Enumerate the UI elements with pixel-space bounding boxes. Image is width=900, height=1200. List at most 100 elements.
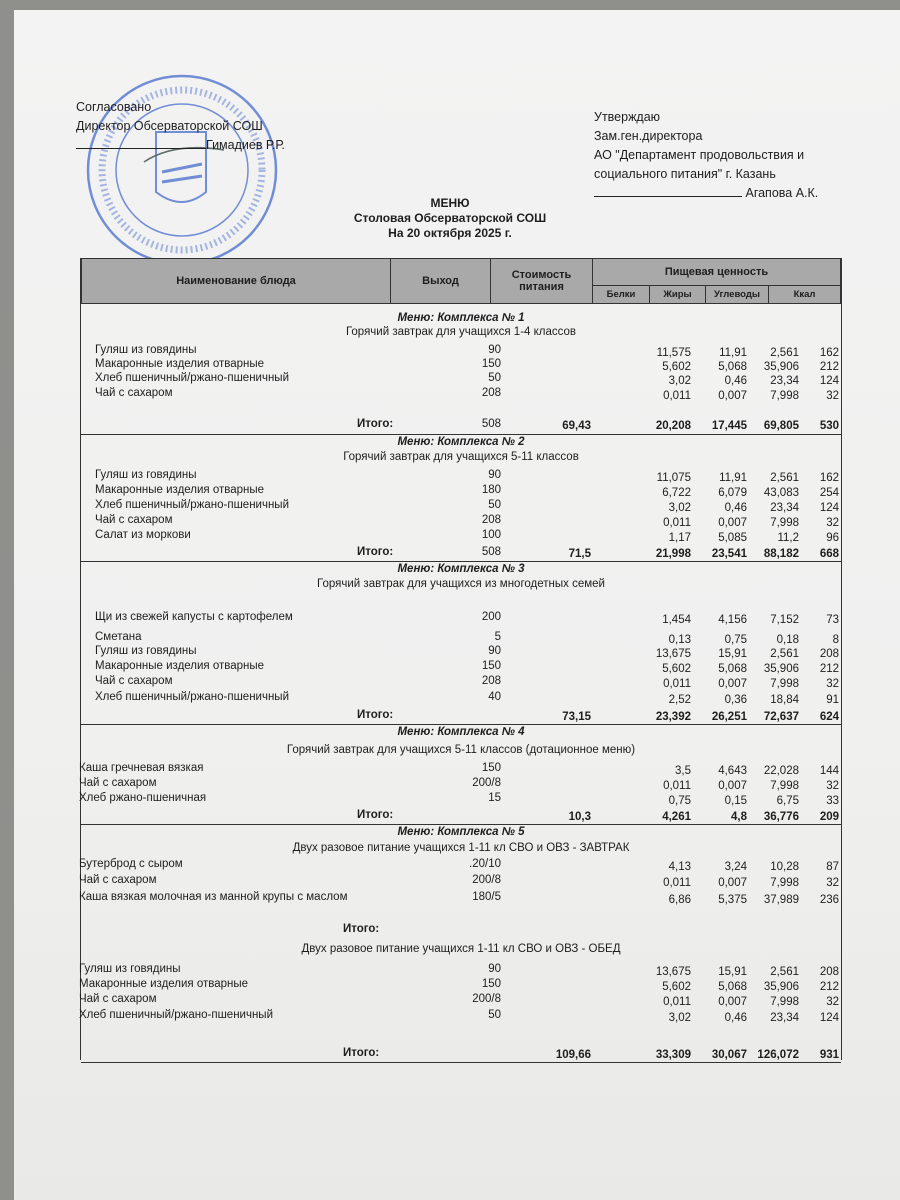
dish-protein: 0,011	[663, 996, 691, 1008]
total-kcal: 668	[819, 548, 839, 560]
section-divider	[81, 1062, 841, 1063]
dish-fat: 15,91	[718, 648, 747, 660]
section-subtitle: Горячий завтрак для учащихся 1-4 классов	[345, 326, 577, 338]
section-title: Меню: Комплекса № 5	[397, 826, 525, 838]
section-title: Меню: Комплекса № 3	[397, 563, 525, 575]
dish-name: Сметана	[95, 631, 142, 643]
dish-kcal: 32	[826, 877, 839, 889]
dish-kcal: 91	[826, 694, 839, 706]
dish-carbs: 23,34	[770, 502, 799, 514]
total-cost: 71,5	[568, 548, 591, 560]
dish-fat: 0,46	[724, 1012, 747, 1024]
dish-carbs: 35,906	[763, 981, 799, 993]
dish-carbs: 7,152	[770, 614, 799, 626]
dish-carbs: 37,989	[763, 894, 799, 906]
dish-yield: 200	[481, 611, 501, 623]
dish-name: Хлеб пшеничный/ржано-пшеничный	[95, 691, 289, 703]
dish-name: Хлеб пшеничный/ржано-пшеничный	[95, 499, 289, 511]
dish-protein: 11,075	[656, 472, 691, 484]
section-divider	[81, 561, 841, 562]
dish-yield: 180/5	[472, 891, 501, 903]
dish-name: Щи из свежей капусты с картофелем	[95, 611, 293, 623]
section-subtitle: Двух разовое питание учащихся 1-11 кл СВ…	[292, 842, 630, 854]
total-yield: 508	[481, 546, 501, 558]
dish-carbs: 22,028	[763, 765, 799, 777]
section-subtitle: Горячий завтрак для учащихся 5-11 классо…	[343, 451, 579, 463]
approval-right: Утверждаю Зам.ген.директора АО "Департам…	[594, 108, 818, 203]
approval-right-line1: Утверждаю	[594, 110, 661, 124]
total-label: Итого:	[357, 418, 394, 430]
dish-carbs: 2,561	[770, 347, 799, 359]
total-carbs: 88,182	[763, 548, 799, 560]
dish-carbs: 18,84	[770, 694, 799, 706]
dish-yield: 208	[481, 387, 501, 399]
total-protein: 4,261	[662, 811, 691, 823]
total-label: Итого:	[343, 1047, 380, 1059]
dish-kcal: 32	[826, 996, 839, 1008]
dish-fat: 0,36	[724, 694, 747, 706]
dish-name: Хлеб пшеничный/ржано-пшеничный	[79, 1009, 273, 1021]
dish-kcal: 212	[819, 361, 839, 373]
approval-right-signature-line: Агапова А.К.	[594, 184, 818, 203]
dish-name: Макаронные изделия отварные	[95, 660, 265, 672]
col-header-cost: Стоимость питания	[490, 258, 593, 304]
dish-name: Чай с сахаром	[95, 387, 173, 399]
dish-carbs: 23,34	[770, 375, 799, 387]
dish-yield: 90	[488, 344, 501, 356]
total-label: Итого:	[357, 709, 394, 721]
document-subtitle: Столовая Обсерваторской СОШ	[353, 211, 547, 225]
dish-protein: 0,011	[663, 390, 691, 402]
dish-protein: 0,011	[663, 780, 691, 792]
dish-protein: 2,52	[668, 694, 691, 706]
section-title: Меню: Комплекса № 2	[397, 436, 525, 448]
dish-carbs: 43,083	[763, 487, 799, 499]
dish-carbs: 35,906	[763, 663, 799, 675]
dish-protein: 4,13	[668, 861, 691, 873]
approval-left-line1: Согласовано	[76, 100, 152, 114]
section-subtitle: Горячий завтрак для учащихся из многодет…	[317, 578, 605, 590]
dish-protein: 0,13	[668, 634, 691, 646]
dish-protein: 11,575	[656, 347, 691, 359]
dish-name: Чай с сахаром	[95, 675, 173, 687]
dish-fat: 0,007	[718, 678, 747, 690]
dish-carbs: 6,75	[776, 795, 799, 807]
dish-name: Чай с сахаром	[79, 874, 157, 886]
dish-protein: 0,011	[663, 877, 691, 889]
total-label: Итого:	[357, 546, 394, 558]
dish-carbs: 7,998	[770, 678, 799, 690]
dish-kcal: 73	[826, 614, 839, 626]
approval-left: Согласовано Директор Обсерваторской СОШ …	[76, 98, 285, 155]
dish-name: Гуляш из говядины	[79, 963, 181, 975]
dish-name: Гуляш из говядины	[95, 645, 197, 657]
dish-kcal: 254	[819, 487, 839, 499]
stamp-lettering-ring	[98, 86, 266, 254]
approval-right-line2: Зам.ген.директора	[594, 129, 703, 143]
signature	[143, 146, 225, 163]
dish-fat: 0,007	[718, 517, 747, 529]
dish-protein: 1,17	[668, 532, 691, 544]
section-subtitle: Горячий завтрак для учащихся 5-11 классо…	[286, 744, 636, 756]
col-header-nutrition: Пищевая ценность	[592, 258, 841, 286]
dish-yield: 150	[481, 762, 501, 774]
section-divider	[81, 824, 841, 825]
dish-yield: 180	[481, 484, 501, 496]
dish-kcal: 96	[826, 532, 839, 544]
total-protein: 21,998	[655, 548, 691, 560]
total-cost: 69,43	[562, 420, 591, 432]
dish-kcal: 124	[819, 502, 839, 514]
total-kcal: 931	[819, 1049, 839, 1061]
dish-carbs: 0,18	[776, 634, 799, 646]
dish-protein: 3,02	[668, 375, 691, 387]
dish-carbs: 7,998	[770, 780, 799, 792]
dish-name: Гуляш из говядины	[95, 469, 197, 481]
col-header-protein: Белки	[592, 285, 650, 304]
dish-protein: 3,02	[668, 1012, 691, 1024]
dish-name: Каша гречневая вязкая	[79, 762, 204, 774]
approval-left-signer: Гимадиев Р.Р.	[206, 138, 285, 152]
col-header-carbs: Углеводы	[705, 285, 769, 304]
total-label: Итого:	[357, 809, 394, 821]
dish-protein: 6,86	[668, 894, 691, 906]
dish-yield: 150	[481, 358, 501, 370]
dish-fat: 0,46	[724, 375, 747, 387]
total-yield: 508	[481, 418, 501, 430]
